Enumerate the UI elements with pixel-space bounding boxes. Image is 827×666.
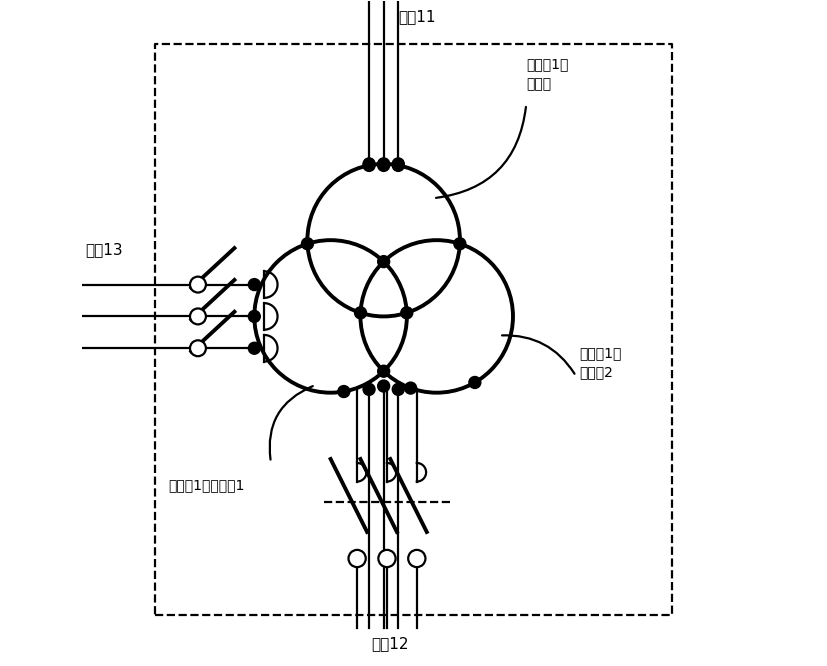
Text: 变压器1副
边绕组2: 变压器1副 边绕组2: [579, 346, 622, 380]
Circle shape: [248, 278, 261, 290]
Circle shape: [378, 550, 395, 567]
Text: 端口11: 端口11: [398, 9, 436, 25]
Text: 变压器1原
边绕组: 变压器1原 边绕组: [526, 57, 569, 91]
Circle shape: [248, 310, 261, 322]
Circle shape: [454, 238, 466, 250]
Circle shape: [363, 159, 375, 171]
Circle shape: [355, 307, 366, 319]
Circle shape: [378, 365, 390, 377]
Text: 变压器1副边绕组1: 变压器1副边绕组1: [168, 479, 245, 493]
Circle shape: [348, 550, 366, 567]
Circle shape: [363, 158, 375, 170]
Circle shape: [190, 340, 206, 356]
Text: 端口12: 端口12: [371, 636, 409, 651]
Circle shape: [190, 308, 206, 324]
Circle shape: [248, 342, 261, 354]
Circle shape: [469, 376, 480, 388]
Circle shape: [378, 380, 390, 392]
Text: 端口13: 端口13: [85, 242, 123, 258]
Circle shape: [392, 384, 404, 396]
Circle shape: [378, 158, 390, 170]
Circle shape: [392, 158, 404, 170]
Circle shape: [401, 307, 413, 319]
Circle shape: [302, 238, 313, 250]
Circle shape: [378, 159, 390, 171]
Circle shape: [392, 159, 404, 171]
Circle shape: [190, 276, 206, 292]
Circle shape: [378, 256, 390, 268]
Circle shape: [363, 384, 375, 396]
Circle shape: [404, 382, 417, 394]
Circle shape: [338, 386, 350, 398]
Circle shape: [409, 550, 425, 567]
